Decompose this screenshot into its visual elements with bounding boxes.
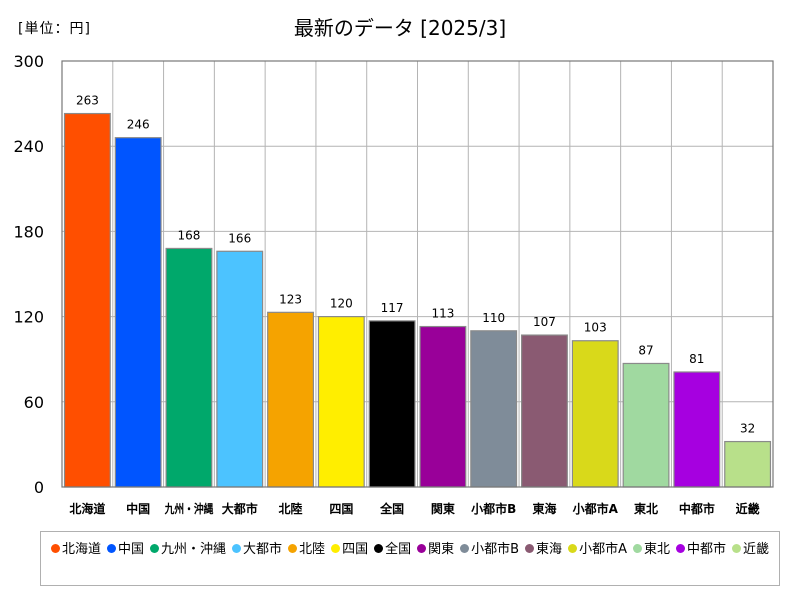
- legend-item: 中都市: [675, 540, 726, 560]
- plot-frame: [61, 60, 774, 488]
- bar: [571, 340, 619, 488]
- legend-marker: [331, 544, 341, 553]
- y-tick-label: 0: [34, 478, 44, 497]
- x-tick-label: 四国: [329, 502, 353, 516]
- bar: [63, 112, 111, 488]
- legend-label: 四国: [342, 542, 369, 557]
- legend-item: 東海: [525, 540, 562, 560]
- legend-item: 四国: [331, 540, 368, 560]
- y-tick-label: 240: [13, 137, 44, 156]
- legend-marker: [417, 544, 427, 553]
- data-label: 263: [76, 94, 99, 108]
- legend-label: 九州・沖縄: [161, 542, 227, 557]
- bar: [622, 362, 670, 488]
- data-label: 32: [740, 422, 755, 436]
- x-tick-label: 中都市: [679, 501, 715, 516]
- legend-label: 北海道: [62, 542, 102, 557]
- legend-item: 関東: [417, 540, 454, 560]
- legend-item: 東北: [632, 540, 670, 560]
- legend-item: 小都市A: [568, 540, 627, 560]
- legend-label: 中都市: [686, 542, 726, 557]
- data-label: 123: [279, 292, 302, 306]
- legend-item: 九州・沖縄: [150, 540, 226, 560]
- bar: [419, 325, 467, 488]
- bar: [368, 320, 416, 488]
- legend-marker: [525, 544, 535, 553]
- legend-marker: [107, 544, 117, 553]
- legend-marker: [374, 544, 384, 553]
- legend-label: 全国: [385, 542, 412, 557]
- legend-marker: [568, 544, 578, 553]
- legend-label: 大都市: [243, 542, 283, 557]
- data-label: 81: [689, 352, 704, 366]
- y-tick-label: 60: [24, 393, 44, 412]
- y-tick-label: 120: [13, 308, 44, 327]
- legend-label: 北陸: [299, 542, 326, 557]
- bar-chart: 0 60 120 180 240 300 263 北海道 246 中国 168 九州・沖縄 166 大都市…: [13, 52, 774, 516]
- x-tick-label: 近畿: [736, 501, 760, 516]
- x-tick-label: 大都市: [222, 501, 258, 516]
- legend-item: 全国: [374, 540, 411, 560]
- legend-label: 小都市B: [471, 542, 520, 557]
- bar: [724, 440, 772, 488]
- bar: [317, 316, 365, 488]
- legend-marker: [460, 544, 470, 553]
- legend-item: 中国: [107, 540, 144, 560]
- legend-marker: [51, 544, 60, 553]
- x-tick-label: 東海: [532, 501, 556, 516]
- legend-item: 小都市B: [460, 540, 519, 560]
- bar: [521, 334, 568, 488]
- data-label: 166: [228, 231, 251, 245]
- x-tick-label: 北陸: [279, 501, 303, 516]
- data-label: 87: [638, 343, 653, 357]
- x-tick-label: 九州・沖縄: [164, 501, 214, 516]
- legend-item: 大都市: [232, 540, 282, 560]
- bar: [470, 330, 518, 488]
- legend-marker: [288, 544, 298, 553]
- data-label: 246: [127, 118, 150, 132]
- legend-label: 小都市A: [579, 542, 627, 557]
- legend-item: 近畿: [732, 540, 769, 560]
- legend-label: 近畿: [743, 542, 770, 557]
- x-tick-label: 小都市B: [471, 501, 516, 516]
- x-tick-label: 東北: [634, 501, 658, 516]
- bar: [267, 311, 314, 488]
- bar: [114, 137, 162, 488]
- data-label: 110: [482, 311, 505, 325]
- legend-label: 中国: [118, 542, 145, 557]
- legend-label: 関東: [428, 542, 455, 557]
- legend-label: 東北: [643, 542, 670, 557]
- y-tick-label: 300: [13, 52, 44, 71]
- data-label: 103: [584, 321, 607, 335]
- legend-item: 北海道: [51, 540, 101, 560]
- data-label: 168: [178, 228, 201, 242]
- x-tick-label: 全国: [379, 501, 404, 516]
- bar: [216, 250, 264, 488]
- x-tick-label: 中国: [126, 501, 150, 516]
- data-label: 107: [533, 315, 556, 329]
- legend-marker: [232, 544, 242, 553]
- bar: [165, 247, 213, 488]
- x-tick-label: 北海道: [69, 501, 105, 516]
- legend-marker: [150, 544, 160, 553]
- y-tick-label: 180: [13, 222, 44, 241]
- legend-marker: [732, 544, 741, 553]
- data-label: 120: [330, 297, 353, 311]
- bar: [673, 371, 721, 488]
- unit-label: [単位：円]: [18, 21, 91, 37]
- legend-item: 北陸: [288, 540, 325, 560]
- chart-legend: 北海道 中国 九州・沖縄 大都市 北陸 四国 全国 関東 小都市B 東海 小都市A 東北 中都市 近畿: [40, 531, 780, 586]
- chart-title: 最新のデータ [2025/3]: [293, 16, 507, 40]
- x-tick-label: 関東: [431, 501, 455, 516]
- legend-marker: [632, 544, 642, 553]
- x-tick-label: 小都市A: [573, 501, 619, 516]
- legend-label: 東海: [536, 542, 563, 557]
- data-label: 117: [381, 301, 404, 315]
- legend-marker: [675, 544, 685, 553]
- data-label: 113: [431, 307, 454, 321]
